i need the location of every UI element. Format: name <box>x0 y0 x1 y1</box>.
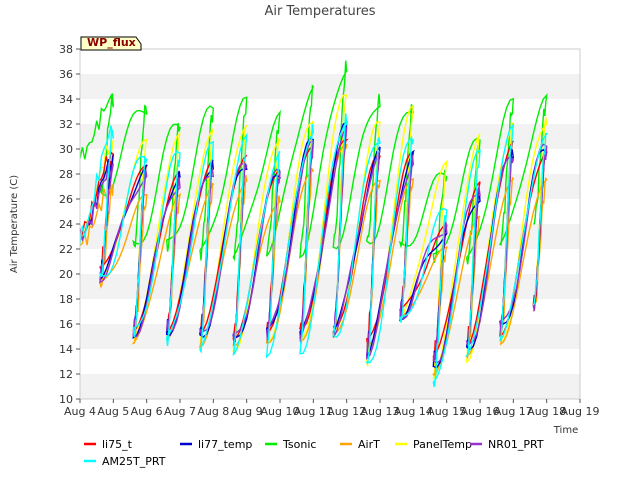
y-tick-label: 24 <box>59 218 73 231</box>
legend-label: AM25T_PRT <box>102 455 166 468</box>
badge-label: WP_flux <box>87 36 136 49</box>
legend-label: PanelTemp <box>413 438 472 451</box>
grid-band <box>80 324 580 349</box>
x-tick-label: Aug 13 <box>361 405 400 418</box>
y-tick-label: 38 <box>59 43 73 56</box>
legend-label: li77_temp <box>198 438 252 451</box>
y-tick-label: 20 <box>59 268 73 281</box>
grid-band <box>80 274 580 299</box>
x-tick-label: Aug 18 <box>527 405 566 418</box>
grid-band <box>80 74 580 99</box>
y-axis-ticks: 10 12 14 16 18 20 22 24 26 28 30 32 34 36 38 <box>59 43 80 406</box>
legend: li75_t li77_temp Tsonic AirT PanelTemp NR01_P… <box>84 438 544 468</box>
y-tick-label: 26 <box>59 193 73 206</box>
x-tick-label: Aug 5 <box>97 405 129 418</box>
legend-label: NR01_PRT <box>488 438 544 451</box>
y-tick-label: 12 <box>59 368 73 381</box>
grid-band <box>80 374 580 399</box>
badge-background <box>80 36 142 51</box>
x-tick-label: Aug 14 <box>394 405 433 418</box>
x-tick-label: Aug 19 <box>561 405 600 418</box>
y-tick-label: 30 <box>59 143 73 156</box>
y-tick-label: 18 <box>59 293 73 306</box>
y-tick-label: 34 <box>59 93 73 106</box>
x-tick-label: Aug 6 <box>131 405 163 418</box>
wp-flux-badge: WP_flux <box>80 36 142 51</box>
y-axis-label: Air Temperature (C) <box>9 175 20 273</box>
series-line-am25t-prt <box>79 113 548 388</box>
grid-band <box>80 124 580 149</box>
y-tick-label: 14 <box>59 343 73 356</box>
y-tick-label: 16 <box>59 318 73 331</box>
x-tick-label: Aug 17 <box>494 405 533 418</box>
legend-label: Tsonic <box>282 438 316 451</box>
series-line-tsonic <box>79 60 548 265</box>
x-tick-label: Aug 7 <box>164 405 196 418</box>
x-tick-label: Aug 8 <box>197 405 229 418</box>
legend-label: AirT <box>358 438 380 451</box>
y-tick-label: 32 <box>59 118 73 131</box>
x-axis-label: Time <box>553 425 578 436</box>
grid-band <box>80 49 580 74</box>
x-tick-label: Aug 10 <box>261 405 300 418</box>
grid-band <box>80 299 580 324</box>
legend-label: li75_t <box>102 438 133 451</box>
y-tick-label: 36 <box>59 68 73 81</box>
y-tick-label: 10 <box>59 393 73 406</box>
x-tick-label: Aug 16 <box>461 405 500 418</box>
chart-title: Air Temperatures <box>264 4 375 19</box>
x-tick-label: Aug 4 <box>64 405 96 418</box>
series-lines <box>79 60 548 388</box>
x-tick-label: Aug 9 <box>231 405 263 418</box>
x-tick-label: Aug 11 <box>294 405 333 418</box>
y-tick-label: 22 <box>59 243 73 256</box>
grid-band <box>80 249 580 274</box>
grid-band <box>80 349 580 374</box>
series-line-nr01-prt <box>79 127 548 364</box>
x-tick-label: Aug 15 <box>427 405 466 418</box>
grid-bands <box>80 49 580 399</box>
x-tick-label: Aug 12 <box>327 405 366 418</box>
y-tick-label: 28 <box>59 168 73 181</box>
